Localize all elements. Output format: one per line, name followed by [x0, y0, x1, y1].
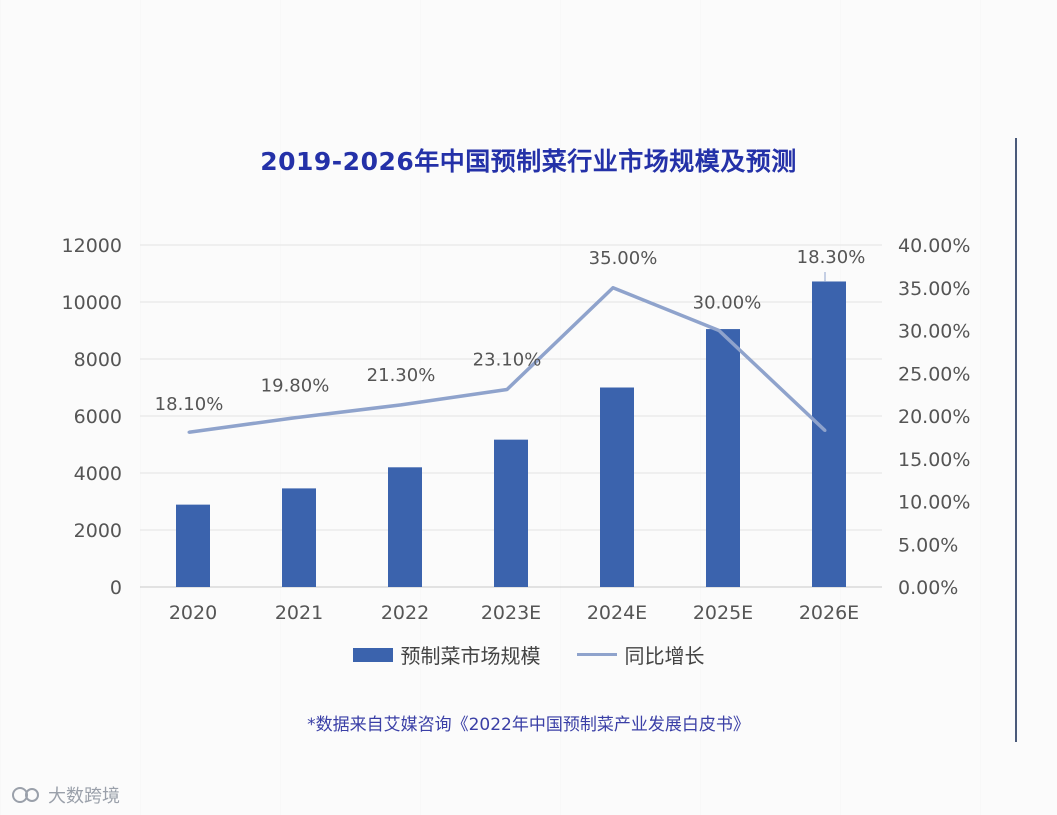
watermark-text: 大数跨境: [48, 786, 120, 807]
bar: [706, 329, 740, 587]
y-left-tick-label: 0: [110, 577, 122, 599]
watermark-logo-icon: [12, 787, 39, 803]
y-left-tick-label: 6000: [74, 406, 122, 428]
legend-line-swatch: [576, 653, 617, 656]
y-right-tick-label: 40.00%: [898, 235, 970, 257]
bar: [176, 504, 210, 587]
x-tick-label: 2020: [169, 602, 217, 624]
y-left-tick-label: 4000: [74, 463, 122, 485]
x-tick-label: 2023E: [481, 602, 541, 624]
growth-point: [293, 416, 297, 420]
source-note: *数据来自艾媒咨询《2022年中国预制菜产业发展白皮书》: [307, 715, 750, 735]
right-border-rule: [1015, 138, 1017, 742]
growth-point: [187, 430, 191, 434]
growth-data-label: 21.30%: [367, 365, 436, 386]
growth-data-label: 18.10%: [155, 394, 224, 415]
y-right-tick-label: 0.00%: [898, 577, 958, 599]
legend-bar-label: 预制菜市场规模: [400, 644, 541, 668]
y-left-tick-label: 12000: [62, 235, 122, 257]
bar: [812, 281, 846, 587]
chart-legend: 预制菜市场规模 同比增长: [0, 640, 1057, 669]
bar: [494, 439, 528, 587]
y-left-tick-label: 2000: [74, 520, 122, 542]
x-tick-label: 2026E: [799, 602, 859, 624]
y-right-tick-label: 10.00%: [898, 492, 970, 514]
legend-item-line: 同比增长: [576, 640, 705, 669]
legend-bar-swatch: [352, 647, 393, 662]
growth-data-label: 35.00%: [589, 248, 658, 269]
legend-item-bars: 预制菜市场规模: [352, 640, 541, 669]
legend-line-label: 同比增长: [624, 644, 705, 668]
x-tick-label: 2024E: [587, 602, 647, 624]
growth-data-label: 18.30%: [797, 247, 866, 268]
watermark: 大数跨境: [12, 782, 120, 808]
growth-point: [399, 403, 403, 407]
growth-data-label: 30.00%: [693, 293, 762, 314]
x-tick-label: 2025E: [693, 602, 753, 624]
y-right-tick-label: 15.00%: [898, 449, 970, 471]
growth-data-label: 19.80%: [261, 376, 330, 397]
y-right-tick-label: 5.00%: [898, 534, 958, 556]
bar: [282, 488, 316, 587]
y-left-tick-label: 8000: [74, 349, 122, 371]
y-right-tick-label: 20.00%: [898, 406, 970, 428]
chart-title: 2019-2026年中国预制菜行业市场规模及预测: [260, 147, 797, 176]
x-tick-label: 2022: [381, 602, 429, 624]
growth-point: [823, 429, 827, 433]
x-tick-label: 2021: [275, 602, 323, 624]
growth-point: [717, 329, 721, 332]
bar: [600, 387, 634, 587]
y-right-tick-label: 25.00%: [898, 363, 970, 385]
growth-point: [505, 387, 509, 391]
y-right-tick-label: 30.00%: [898, 321, 970, 343]
bar: [388, 467, 422, 587]
growth-point: [611, 286, 615, 290]
growth-data-label: 23.10%: [473, 349, 542, 370]
y-left-tick-label: 10000: [62, 292, 122, 314]
y-right-tick-label: 35.00%: [898, 278, 970, 300]
